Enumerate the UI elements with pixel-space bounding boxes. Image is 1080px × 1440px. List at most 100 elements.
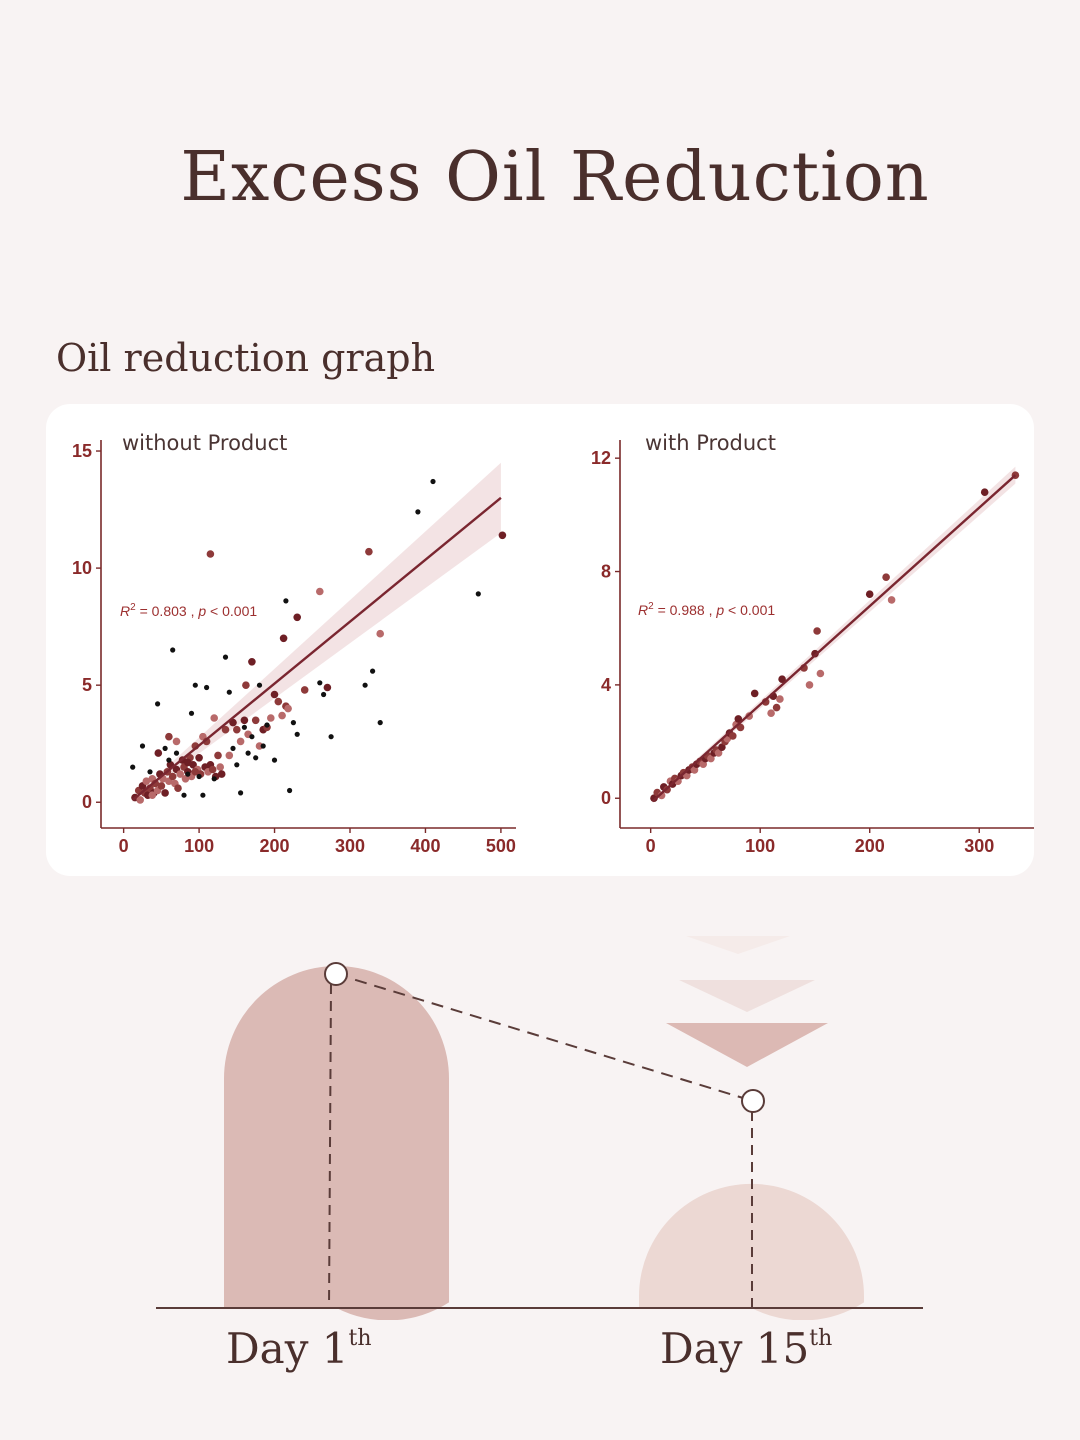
chart-title: with Product [645, 431, 776, 455]
r2-annotation: R2 = 0.803 , p < 0.001 [120, 602, 257, 619]
data-point [776, 695, 784, 703]
data-point [241, 724, 247, 730]
data-point [294, 731, 300, 737]
day15-label-sup: th [809, 1326, 833, 1351]
data-point [136, 796, 144, 804]
day1-marker [324, 962, 348, 986]
x-tick-label: 0 [119, 836, 129, 856]
data-point [157, 782, 166, 790]
data-point [238, 790, 244, 796]
data-point [734, 715, 743, 723]
chart-2: 0 100 200 300 0 4 8 12 with Product R2 = 0.988 , … [591, 431, 1034, 856]
data-point [300, 686, 309, 694]
data-point [264, 722, 270, 728]
data-point [161, 789, 169, 797]
data-point [248, 658, 256, 666]
data-point [210, 714, 218, 722]
data-point [166, 757, 172, 763]
data-point [225, 751, 234, 760]
data-point [430, 478, 436, 485]
data-point [211, 776, 217, 782]
data-point [130, 764, 136, 770]
arrow-light [679, 980, 815, 1012]
data-point [200, 792, 206, 798]
data-point [162, 745, 168, 751]
data-point [240, 716, 249, 725]
data-point [245, 750, 251, 756]
y-tick-label: 5 [82, 675, 92, 695]
data-point [216, 763, 224, 771]
data-point [256, 682, 263, 688]
data-point [778, 675, 786, 683]
data-point [767, 709, 775, 717]
data-point [242, 681, 250, 689]
data-point [750, 689, 759, 698]
data-point [274, 697, 283, 706]
data-point [196, 773, 202, 780]
data-point [191, 768, 200, 776]
data-point [214, 751, 222, 760]
data-point [415, 509, 421, 515]
data-point [887, 596, 896, 604]
data-point [690, 766, 699, 774]
y-tick-label: 4 [601, 675, 611, 695]
data-point [270, 690, 279, 699]
data-point [283, 598, 289, 604]
data-point [317, 680, 323, 686]
data-point [729, 732, 737, 740]
data-point [316, 587, 324, 596]
data-point [271, 757, 278, 763]
data-point [323, 683, 332, 692]
data-point [139, 743, 146, 749]
y-tick-label: 0 [601, 788, 611, 808]
data-point [805, 681, 814, 689]
data-point [206, 550, 215, 558]
r2-annotation: R2 = 0.988 , p < 0.001 [638, 601, 775, 618]
data-point [475, 591, 481, 597]
section-title: Oil reduction graph [56, 336, 436, 380]
y-tick-label: 10 [72, 558, 92, 578]
data-point [155, 701, 161, 707]
data-point [816, 669, 825, 678]
data-point [185, 771, 191, 777]
day15-marker [741, 1089, 765, 1113]
x-tick-label: 500 [486, 836, 516, 856]
data-point [321, 691, 327, 698]
data-point [290, 720, 296, 726]
y-tick-label: 0 [82, 792, 92, 812]
regression-line [652, 474, 1017, 802]
data-point [260, 743, 266, 749]
day15-label-text: Day 15 [660, 1324, 810, 1373]
data-point [221, 725, 230, 734]
data-point [208, 765, 217, 774]
comparison-graphic [156, 936, 923, 1320]
data-point [170, 647, 176, 653]
data-point [707, 754, 715, 763]
data-point [718, 743, 726, 751]
data-point [226, 689, 232, 695]
chart-card: 0 100 200 300 400 500 0 5 10 15 without Product R2 … [46, 404, 1034, 876]
data-point [148, 791, 157, 799]
data-point [165, 732, 173, 741]
data-point [217, 770, 226, 778]
data-point [772, 703, 781, 712]
data-point [176, 770, 184, 778]
x-tick-label: 100 [184, 836, 214, 856]
day15-label: Day 15th [660, 1324, 832, 1373]
day1-label: Day 1th [226, 1324, 372, 1373]
data-point [255, 742, 264, 750]
data-point [142, 777, 151, 785]
data-point [328, 734, 334, 740]
day1-shape [224, 966, 449, 1320]
x-tick-label: 300 [335, 836, 365, 856]
data-point [377, 720, 383, 726]
day1-label-text: Day 1 [226, 1324, 349, 1373]
data-point [249, 734, 255, 740]
data-point [498, 531, 507, 540]
data-point [253, 755, 259, 761]
data-point [147, 769, 153, 775]
data-point [882, 573, 890, 581]
x-tick-label: 100 [745, 836, 775, 856]
arrow-faint [686, 936, 790, 954]
